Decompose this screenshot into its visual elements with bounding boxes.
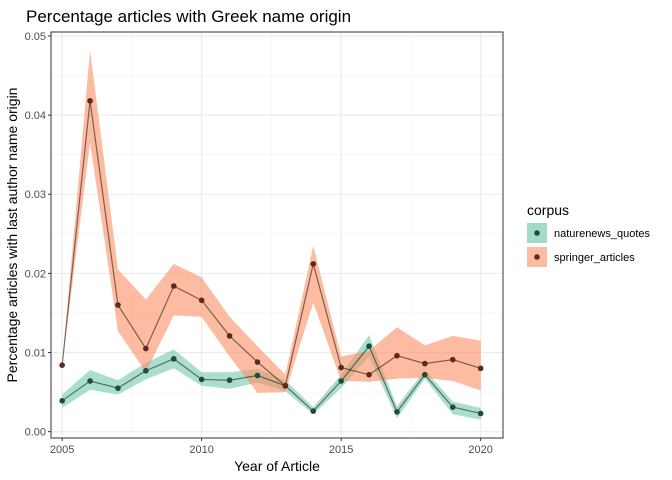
point-springer-articles bbox=[338, 364, 344, 371]
series-lines bbox=[61, 100, 481, 415]
legend-key-point bbox=[534, 254, 540, 260]
point-springer-articles bbox=[115, 302, 121, 308]
point-naturenews-quotes bbox=[338, 378, 344, 384]
panel-border bbox=[50, 31, 504, 439]
point-springer-articles bbox=[198, 297, 205, 304]
point-naturenews-quotes bbox=[254, 372, 261, 379]
x-tick-label: 2010 bbox=[189, 444, 213, 456]
plot-panel bbox=[50, 31, 504, 439]
point-springer-articles bbox=[394, 352, 400, 359]
confidence-bands bbox=[62, 50, 481, 420]
point-springer-articles bbox=[143, 345, 149, 352]
point-naturenews-quotes bbox=[87, 378, 93, 384]
point-springer-articles bbox=[59, 362, 65, 368]
point-naturenews-quotes bbox=[477, 410, 484, 417]
point-naturenews-quotes bbox=[226, 377, 233, 384]
legend-label-naturenews-quotes: naturenews_quotes bbox=[554, 228, 651, 240]
legend-items: naturenews_quotes springer_articles bbox=[527, 223, 651, 267]
point-naturenews-quotes bbox=[143, 367, 149, 374]
y-tick-label: 0.03 bbox=[25, 189, 46, 201]
x-tick-label: 2020 bbox=[468, 444, 492, 456]
point-springer-articles bbox=[449, 356, 456, 363]
point-springer-articles bbox=[422, 360, 428, 367]
legend-label-springer-articles: springer_articles bbox=[554, 252, 635, 264]
legend-title: corpus bbox=[527, 202, 569, 218]
point-naturenews-quotes bbox=[394, 409, 400, 415]
y-tick-label: 0.00 bbox=[25, 427, 46, 439]
band-springer-articles bbox=[62, 50, 481, 393]
line-naturenews-quotes bbox=[61, 345, 481, 415]
point-springer-articles bbox=[170, 283, 177, 289]
point-springer-articles bbox=[254, 359, 261, 365]
point-springer-articles bbox=[310, 261, 317, 267]
point-springer-articles bbox=[477, 365, 484, 372]
chart-title: Percentage articles with Greek name orig… bbox=[26, 7, 351, 26]
y-tick-label: 0.05 bbox=[25, 31, 46, 43]
y-axis-ticks: 0.00 0.01 0.02 0.03 0.04 0.05 bbox=[25, 31, 51, 439]
point-naturenews-quotes bbox=[59, 398, 65, 404]
point-naturenews-quotes bbox=[422, 371, 428, 378]
point-naturenews-quotes bbox=[170, 356, 177, 362]
x-axis-label: Year of Article bbox=[234, 458, 320, 474]
point-naturenews-quotes bbox=[366, 343, 372, 349]
x-tick-label: 2015 bbox=[329, 444, 353, 456]
y-tick-label: 0.04 bbox=[25, 110, 46, 122]
line-springer-articles bbox=[61, 100, 481, 387]
point-naturenews-quotes bbox=[310, 408, 317, 414]
x-axis-ticks: 2005 2010 2015 2020 bbox=[50, 438, 493, 456]
x-tick-label: 2005 bbox=[50, 444, 74, 456]
point-naturenews-quotes bbox=[115, 385, 121, 391]
point-springer-articles bbox=[87, 98, 93, 104]
series-points bbox=[59, 98, 484, 417]
point-springer-articles bbox=[282, 382, 289, 389]
point-naturenews-quotes bbox=[198, 376, 205, 383]
y-tick-label: 0.01 bbox=[25, 348, 46, 360]
point-naturenews-quotes bbox=[449, 404, 456, 410]
y-axis-label: Percentage articles with last author nam… bbox=[4, 88, 20, 383]
y-tick-label: 0.02 bbox=[25, 268, 46, 280]
point-springer-articles bbox=[226, 333, 233, 339]
legend: corpus naturenews_quotes springer_article… bbox=[527, 202, 651, 267]
legend-key-point bbox=[534, 230, 540, 236]
point-springer-articles bbox=[366, 371, 372, 378]
